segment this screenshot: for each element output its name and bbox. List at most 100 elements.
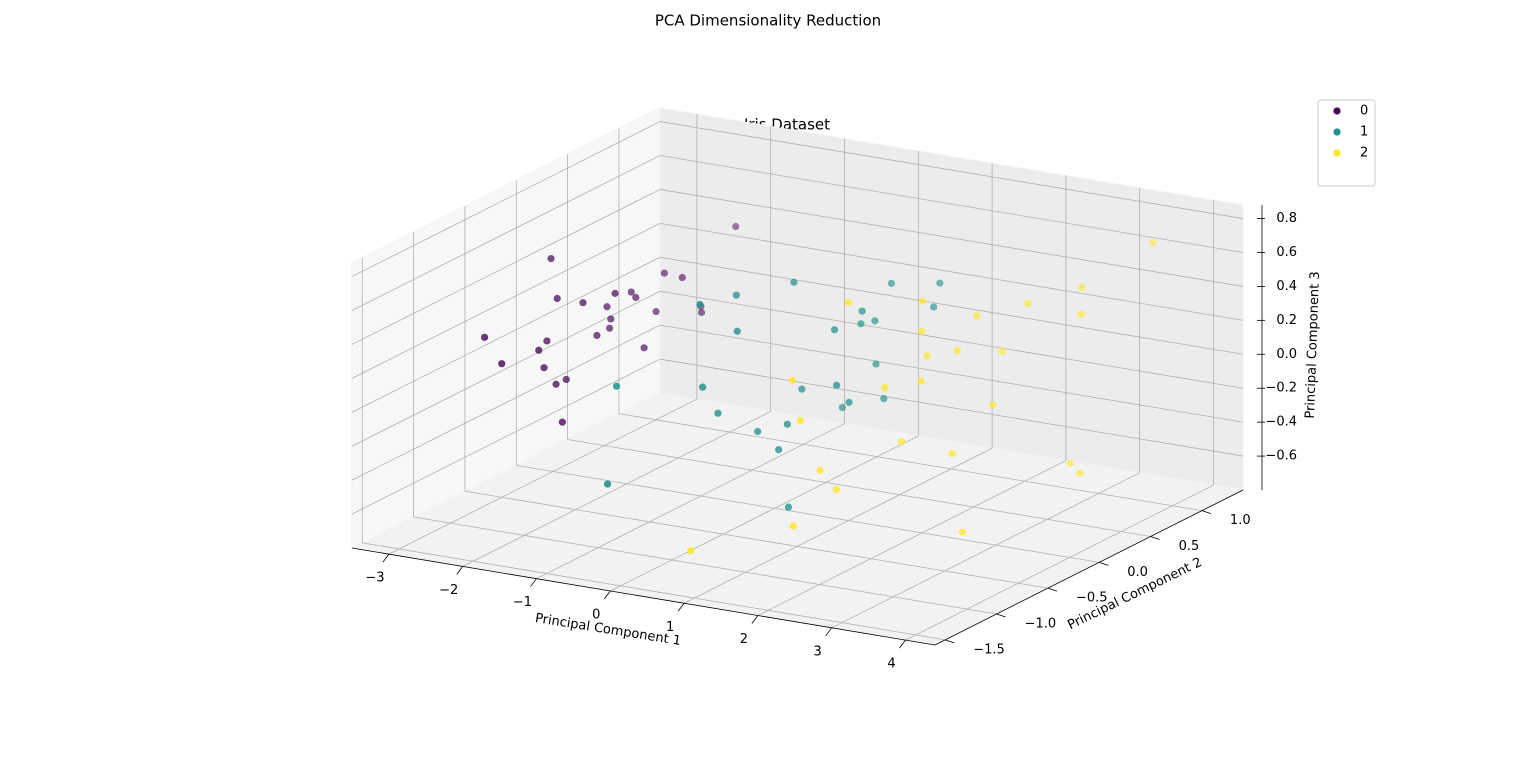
point (844, 298, 852, 306)
point (607, 315, 615, 323)
tick-mark (945, 639, 955, 644)
point (606, 324, 614, 332)
point (881, 383, 889, 392)
x-axis-label: Principal Component 1 (534, 611, 682, 649)
grid-line (905, 484, 1214, 641)
tick-mark (1047, 587, 1058, 592)
legend-marker (1333, 107, 1341, 115)
grid-line (351, 189, 661, 345)
point (1078, 283, 1086, 292)
grid-line (351, 155, 661, 311)
grid-line (618, 413, 1202, 512)
point (627, 288, 635, 296)
point (832, 485, 841, 494)
tick-mark (677, 603, 685, 612)
y-tick-label: 1.0 (1230, 513, 1251, 528)
z-tick-label: −0.2 (1265, 381, 1297, 396)
chart-title: PCA Dimensionality Reduction (655, 12, 881, 30)
legend-box (1317, 99, 1376, 187)
grid-line (351, 324, 661, 481)
point (678, 273, 686, 282)
point (833, 381, 841, 389)
tick-mark (1150, 536, 1160, 540)
grid-line (659, 121, 1244, 219)
grid-line (757, 460, 1067, 616)
z-tick-label: 0.0 (1276, 347, 1297, 362)
point (989, 401, 997, 409)
point (579, 299, 587, 307)
z-tick-label: −0.4 (1265, 415, 1297, 430)
point (973, 312, 981, 320)
grid-line (464, 490, 1048, 589)
point (958, 528, 966, 536)
grid-line (659, 256, 1244, 355)
point (1149, 238, 1157, 247)
point (917, 377, 925, 385)
point (784, 503, 793, 511)
point (697, 308, 706, 317)
point (830, 326, 839, 334)
point (611, 289, 619, 297)
point (552, 380, 560, 388)
point (783, 420, 791, 428)
x-axis-line (351, 547, 936, 646)
point (845, 398, 853, 406)
tick-mark (530, 578, 537, 587)
point (733, 327, 741, 335)
point (918, 297, 927, 305)
x-tick-label: 0 (592, 607, 600, 622)
point (543, 337, 551, 345)
x-tick-label: −2 (439, 583, 458, 598)
grid-line (351, 358, 661, 515)
point (790, 278, 798, 286)
z-tick-label: 0.4 (1276, 279, 1297, 294)
point (880, 395, 888, 403)
point (732, 291, 740, 299)
point (562, 375, 570, 384)
z-tick-label: 0.2 (1276, 313, 1297, 328)
point (754, 427, 762, 436)
point (798, 385, 806, 393)
y-tick-label: 0.5 (1179, 539, 1200, 554)
z-tick-label: 0.8 (1276, 211, 1297, 226)
point (872, 360, 880, 368)
grid-line (659, 155, 1244, 253)
x-tick-label: 4 (887, 657, 895, 672)
tick-mark (825, 627, 833, 637)
tick-mark (1201, 510, 1212, 515)
point (789, 522, 797, 530)
point (816, 466, 824, 474)
grid-line (413, 516, 997, 615)
legend-label: 2 (1360, 146, 1368, 161)
grid-line (388, 398, 698, 555)
point (857, 320, 865, 328)
point (887, 279, 896, 287)
y-tick-label: −1.0 (1025, 617, 1057, 632)
point (687, 547, 695, 555)
point (838, 403, 846, 412)
point (603, 303, 611, 311)
x-tick-label: −3 (365, 571, 384, 586)
y-tick-label: −0.5 (1076, 591, 1108, 606)
legend-label: 1 (1360, 125, 1368, 140)
tick-mark (996, 613, 1006, 618)
point (923, 352, 931, 360)
tick-mark (899, 639, 906, 649)
x-tick-label: 1 (666, 620, 674, 635)
x-tick-label: −1 (513, 595, 532, 610)
y-tick-label: 0.0 (1127, 565, 1148, 580)
grid-line (683, 447, 993, 604)
grid-line (462, 411, 771, 567)
point (603, 480, 612, 488)
point (732, 222, 740, 231)
legend-label: 0 (1360, 104, 1368, 119)
point (998, 347, 1006, 356)
grid-line (831, 472, 1140, 629)
point (936, 279, 944, 287)
point (948, 450, 956, 458)
point (858, 307, 866, 315)
point (1066, 459, 1074, 467)
grid-line (567, 439, 1151, 537)
tick-mark (456, 566, 464, 575)
